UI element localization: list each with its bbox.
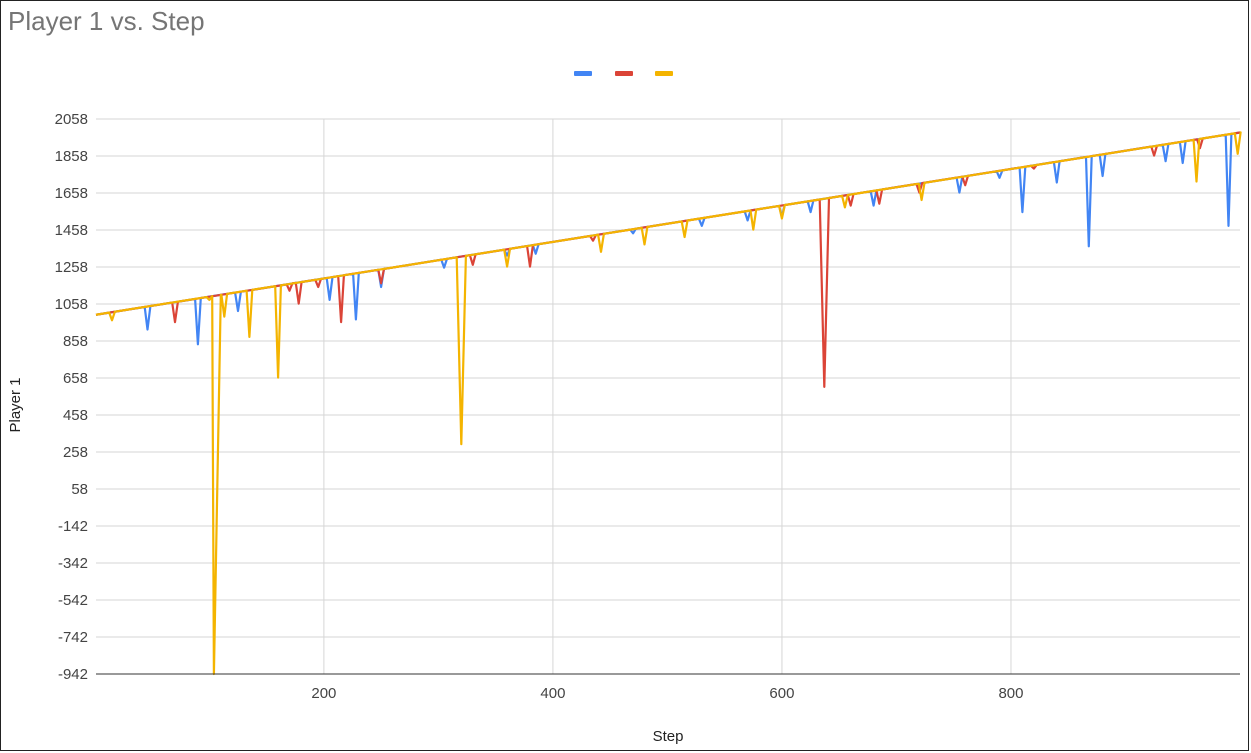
legend xyxy=(574,71,673,76)
y-tick-label: -342 xyxy=(58,555,88,572)
x-tick-label: 200 xyxy=(311,685,336,702)
y-tick-label: 658 xyxy=(63,370,88,387)
y-tick-label: 858 xyxy=(63,333,88,350)
y-tick-label: -742 xyxy=(58,629,88,646)
y-tick-label: 1058 xyxy=(55,296,88,313)
x-axis-title: Step xyxy=(653,728,684,745)
x-tick-label: 600 xyxy=(769,685,794,702)
axes: -942 -742 -542 -342 -142 58 258 458 658 858 1058 12… xyxy=(55,111,1240,702)
legend-swatch-1 xyxy=(574,71,592,76)
series-line-2 xyxy=(95,131,1241,388)
legend-swatch-3 xyxy=(655,71,673,76)
x-tick-label: 400 xyxy=(540,685,565,702)
chart-title: Player 1 vs. Step xyxy=(8,6,205,36)
series-line-1 xyxy=(95,131,1241,346)
x-tick-label: 800 xyxy=(998,685,1023,702)
y-tick-label: 58 xyxy=(71,481,88,498)
y-tick-label: -542 xyxy=(58,592,88,609)
y-tick-label: 1858 xyxy=(55,148,88,165)
grid-lines xyxy=(96,118,1240,675)
y-tick-label: 1258 xyxy=(55,259,88,276)
y-tick-label: -942 xyxy=(58,666,88,683)
y-axis-title: Player 1 xyxy=(7,377,24,432)
y-tick-label: -142 xyxy=(58,518,88,535)
series-line-3 xyxy=(95,131,1242,676)
y-tick-label: 1658 xyxy=(55,185,88,202)
y-tick-label: 258 xyxy=(63,444,88,461)
y-tick-label: 1458 xyxy=(55,222,88,239)
series-layer xyxy=(95,131,1242,676)
y-tick-label: 458 xyxy=(63,407,88,424)
y-tick-label: 2058 xyxy=(55,111,88,128)
legend-swatch-2 xyxy=(615,71,633,76)
